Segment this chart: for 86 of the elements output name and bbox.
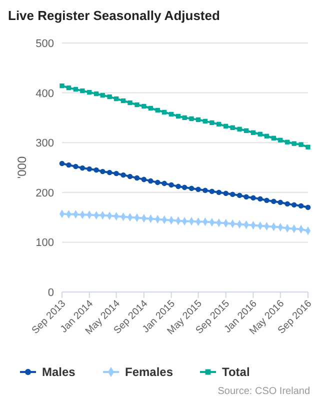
point xyxy=(94,167,99,173)
point xyxy=(292,141,296,146)
point xyxy=(162,110,167,115)
point xyxy=(141,176,147,182)
point xyxy=(250,130,256,135)
point xyxy=(210,120,214,126)
source-note: Source: CSO Ireland xyxy=(218,386,310,397)
point xyxy=(264,198,270,204)
point xyxy=(100,168,106,174)
point xyxy=(230,125,235,130)
point xyxy=(148,178,154,184)
y-tick-label: 100 xyxy=(36,237,54,250)
point xyxy=(59,160,65,166)
legend-label: Total xyxy=(222,365,250,379)
point xyxy=(196,186,201,192)
point xyxy=(306,144,310,150)
legend-label: Males xyxy=(42,365,76,379)
point xyxy=(66,162,72,168)
y-tick-label: 500 xyxy=(36,38,54,50)
point xyxy=(250,195,256,201)
point xyxy=(224,124,228,129)
point xyxy=(237,126,242,132)
point xyxy=(230,192,236,198)
point xyxy=(223,190,228,196)
y-tick-label: 0 xyxy=(48,287,54,299)
point xyxy=(202,188,208,194)
point xyxy=(285,140,290,144)
point xyxy=(162,180,167,186)
point xyxy=(107,94,112,100)
point xyxy=(244,194,249,200)
point xyxy=(154,180,160,186)
point xyxy=(271,198,276,204)
point xyxy=(60,83,64,88)
point xyxy=(106,170,112,176)
point xyxy=(284,201,290,206)
point xyxy=(258,132,263,136)
point xyxy=(86,166,92,172)
point xyxy=(209,188,215,194)
point xyxy=(202,118,208,124)
point xyxy=(73,86,78,92)
point xyxy=(176,114,181,119)
point xyxy=(80,88,85,94)
point xyxy=(305,204,311,210)
point xyxy=(66,85,72,90)
point xyxy=(182,115,187,120)
y-tick-label: 200 xyxy=(36,187,54,200)
y-axis-title: '000 xyxy=(15,156,29,179)
legend-label: Females xyxy=(125,365,174,379)
point xyxy=(73,164,78,170)
point xyxy=(100,92,105,98)
point xyxy=(298,142,304,147)
point xyxy=(291,202,297,208)
point xyxy=(114,170,119,176)
point xyxy=(182,184,188,190)
point xyxy=(134,102,140,108)
point xyxy=(278,200,284,205)
point xyxy=(127,174,133,180)
point xyxy=(80,165,86,171)
point xyxy=(244,128,249,133)
point xyxy=(196,117,201,122)
point xyxy=(188,186,194,192)
point xyxy=(168,112,174,117)
point xyxy=(271,136,276,140)
y-tick-label: 400 xyxy=(36,88,54,100)
point xyxy=(278,138,283,142)
point xyxy=(128,100,132,106)
point xyxy=(148,106,154,111)
point xyxy=(120,98,126,104)
point xyxy=(168,182,174,188)
point xyxy=(114,96,119,102)
point xyxy=(120,172,126,178)
point xyxy=(142,104,146,109)
point xyxy=(87,90,92,95)
point xyxy=(298,203,304,208)
point xyxy=(258,196,263,202)
point xyxy=(176,184,181,190)
point xyxy=(94,91,99,96)
chart-title: Live Register Seasonally Adjusted xyxy=(8,8,220,23)
point xyxy=(264,134,270,138)
point xyxy=(216,190,222,196)
point xyxy=(189,116,194,122)
point xyxy=(236,192,242,198)
point xyxy=(155,108,160,113)
point xyxy=(216,122,222,127)
point xyxy=(134,175,140,181)
y-tick-label: 300 xyxy=(36,138,54,150)
